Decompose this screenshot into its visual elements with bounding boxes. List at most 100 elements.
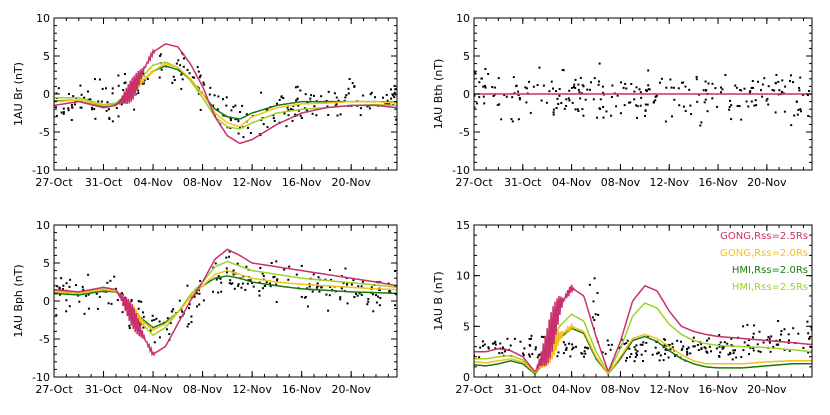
observation-point — [636, 354, 639, 356]
observation-point — [571, 101, 574, 104]
observation-point — [747, 105, 750, 108]
observation-point — [220, 281, 223, 284]
observation-point — [552, 108, 555, 111]
observation-point — [296, 98, 299, 101]
observation-point — [62, 112, 65, 115]
observation-point — [671, 115, 673, 118]
observation-point — [215, 278, 218, 281]
observation-point — [780, 333, 782, 336]
observation-point — [258, 294, 261, 297]
observation-point — [593, 77, 596, 80]
observation-point — [369, 93, 372, 96]
observation-point — [359, 114, 362, 117]
observation-point — [719, 341, 722, 344]
observation-point — [347, 87, 350, 90]
observation-point — [487, 73, 490, 75]
observation-point — [759, 350, 762, 353]
observation-point — [769, 350, 772, 353]
observation-point — [542, 336, 545, 339]
observation-point — [505, 95, 508, 98]
observation-point — [777, 80, 780, 83]
observation-point — [348, 78, 351, 80]
observation-point — [808, 337, 811, 339]
observation-point — [317, 285, 320, 288]
observation-point — [366, 303, 369, 306]
observation-point — [325, 293, 328, 296]
observation-point — [180, 73, 183, 76]
observation-point — [262, 275, 265, 277]
observation-point — [506, 337, 509, 340]
observation-point — [524, 86, 527, 89]
observation-point — [528, 355, 531, 358]
observation-point — [689, 352, 692, 355]
observation-point — [584, 346, 586, 349]
observation-point — [798, 89, 801, 92]
observation-point — [222, 114, 225, 117]
observation-point — [220, 290, 223, 293]
observation-point — [496, 104, 499, 106]
observation-point — [272, 117, 275, 120]
observation-point — [375, 301, 378, 304]
observation-point — [140, 300, 143, 303]
observation-point — [810, 328, 812, 331]
observation-point — [275, 260, 278, 263]
observation-point — [153, 341, 156, 344]
observation-point — [121, 311, 124, 314]
y-tick-label: 5 — [43, 50, 50, 63]
observation-point — [593, 319, 596, 321]
observation-point — [639, 91, 642, 94]
observation-point — [83, 312, 86, 315]
observation-point — [557, 351, 560, 354]
observation-point — [654, 346, 657, 349]
observation-point — [142, 311, 144, 314]
observation-point — [137, 89, 140, 92]
series-line — [54, 248, 397, 357]
panel-b: 0 5 10 15 27-Oct 31-Oct 04-Nov 08-Nov 12-Nov 16-N… — [432, 219, 813, 396]
observation-point — [106, 281, 109, 284]
observation-point — [68, 305, 71, 308]
observation-point — [114, 287, 117, 290]
observation-point — [81, 285, 84, 288]
observation-point — [337, 99, 340, 102]
observation-point — [754, 99, 757, 102]
observation-point — [695, 75, 698, 78]
observation-point — [232, 105, 235, 108]
observation-point — [166, 328, 168, 331]
observation-point — [360, 285, 363, 288]
observation-point — [648, 88, 651, 91]
observation-point — [229, 279, 232, 282]
observation-point — [478, 96, 481, 99]
observation-point — [311, 290, 314, 293]
observation-point — [753, 104, 756, 107]
observation-point — [807, 351, 810, 354]
observation-point — [767, 103, 770, 106]
observation-point — [377, 295, 380, 298]
observation-point — [283, 268, 286, 271]
observation-point — [577, 88, 580, 91]
observation-point — [331, 288, 334, 291]
observation-point — [704, 347, 707, 350]
observation-point — [62, 107, 65, 110]
observation-point — [374, 96, 376, 99]
observation-point — [80, 93, 83, 96]
observation-point — [67, 109, 70, 112]
observation-point — [672, 86, 675, 89]
observation-point — [734, 349, 736, 352]
observation-point — [311, 112, 314, 115]
observation-point — [583, 350, 586, 353]
observation-point — [158, 320, 161, 323]
observation-point — [504, 350, 506, 353]
observation-point — [706, 351, 709, 354]
observation-point — [190, 315, 193, 318]
observation-point — [602, 106, 605, 108]
observation-point — [487, 347, 490, 350]
observation-point — [777, 320, 780, 322]
observation-point — [83, 96, 86, 99]
observation-point — [294, 113, 297, 116]
observation-point — [642, 360, 644, 362]
observation-point — [87, 90, 89, 93]
observation-point — [561, 69, 564, 71]
observation-point — [690, 113, 693, 116]
observation-point — [787, 333, 790, 336]
